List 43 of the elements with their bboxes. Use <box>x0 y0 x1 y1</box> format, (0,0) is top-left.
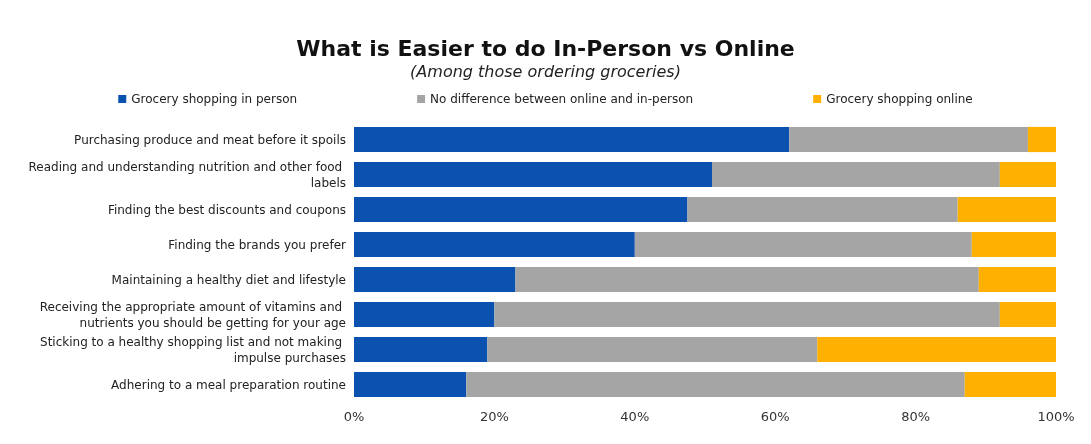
y-tick-label: Sticking to a healthy shopping list and not making impulse purchases <box>40 334 346 365</box>
bar <box>466 371 965 398</box>
bar <box>515 266 979 293</box>
chart-subtitle: (Among those ordering groceries) <box>410 61 681 81</box>
bar <box>817 336 1056 363</box>
legend-label: Grocery shopping in person <box>131 92 298 106</box>
y-tick-label: Adhering to a meal preparation routine <box>111 377 346 392</box>
legend-label: No difference between online and in-person <box>430 92 694 106</box>
x-tick-label: 100% <box>1037 409 1075 424</box>
bar <box>354 161 713 188</box>
bar <box>634 231 972 258</box>
bar <box>354 231 635 258</box>
y-tick-label: Reading and understanding nutrition and other food labels <box>28 159 346 190</box>
y-tick-label: Receiving the appropriate amount of vitamins and nutrients you should be getting for your age <box>39 299 346 330</box>
bar <box>957 196 1056 223</box>
bar <box>687 196 958 223</box>
bar <box>999 301 1056 328</box>
y-tick-label: Maintaining a healthy diet and lifestyle <box>111 272 346 287</box>
bar <box>978 266 1056 293</box>
bar <box>494 301 1000 328</box>
bar <box>354 126 790 153</box>
bar <box>354 336 488 363</box>
bar <box>487 336 818 363</box>
bar <box>354 301 495 328</box>
x-tick-label: 0% <box>343 409 365 424</box>
bar <box>971 231 1056 258</box>
x-tick-label: 20% <box>479 409 509 424</box>
x-tick-label: 80% <box>901 409 931 424</box>
x-tick-label: 60% <box>760 409 790 424</box>
bar <box>354 266 516 293</box>
y-tick-label: Purchasing produce and meat before it spoils <box>74 132 346 147</box>
bar <box>354 371 467 398</box>
y-tick-label: Finding the brands you prefer <box>168 237 347 252</box>
bar <box>1027 126 1056 153</box>
y-tick-label: Finding the best discounts and coupons <box>107 202 346 217</box>
chart-title: What is Easier to do In-Person vs Online <box>296 35 795 61</box>
bar <box>354 196 688 223</box>
bar <box>999 161 1056 188</box>
legend-label: Grocery shopping online <box>826 92 973 106</box>
bar <box>789 126 1028 153</box>
bar <box>712 161 1000 188</box>
bar <box>964 371 1056 398</box>
x-tick-label: 40% <box>620 409 650 424</box>
